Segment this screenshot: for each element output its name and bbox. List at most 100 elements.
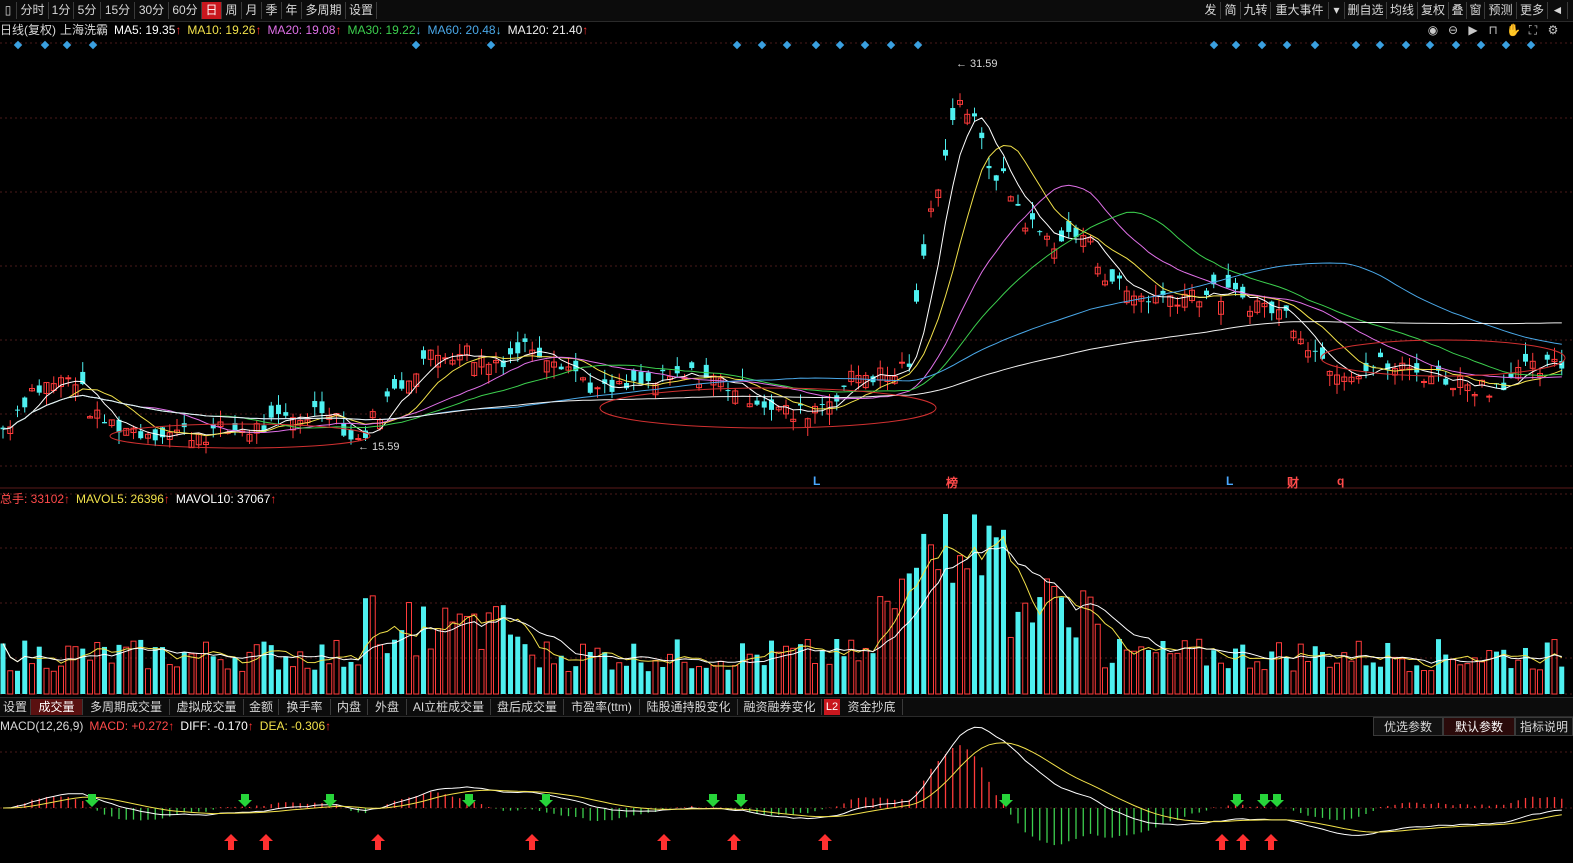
volume-bar-down: [348, 661, 354, 694]
macd-title: MACD(12,26,9): [0, 719, 84, 733]
indicator-help-button[interactable]: 指标说明: [1515, 717, 1573, 736]
high-price-label: 31.59: [970, 58, 998, 70]
tab-5min[interactable]: 5分: [74, 2, 101, 19]
zoom-out-icon[interactable]: ⊖: [1447, 23, 1459, 37]
tab-virtual-volume[interactable]: 虚拟成交量: [170, 699, 244, 715]
volume-bar-down: [1312, 646, 1318, 694]
tab-fenshi-icon[interactable]: ▯: [0, 2, 17, 19]
volume-bar-up: [862, 647, 869, 695]
candle-down: [261, 425, 267, 433]
candle-up: [108, 419, 115, 427]
candle-down: [500, 360, 506, 368]
event-marker-q[interactable]: q: [1337, 474, 1345, 488]
tab-ai-volume[interactable]: AI立桩成交量: [407, 699, 491, 715]
tab-60min[interactable]: 60分: [169, 2, 202, 19]
optimal-params-button[interactable]: 优选参数: [1373, 717, 1443, 736]
event-diamond-icon: [1451, 40, 1461, 50]
candle-up: [1196, 301, 1203, 308]
ma60-value: MA60: 20.48↓: [427, 23, 502, 37]
tab-indicator-settings[interactable]: 设置: [0, 699, 31, 715]
event-marker-cai[interactable]: 财: [1287, 476, 1300, 490]
volume-bar-up: [667, 653, 673, 695]
tab-after-hours-volume[interactable]: 盘后成交量: [491, 699, 564, 715]
tab-capital-bottom[interactable]: 资金抄底: [841, 699, 903, 715]
event-marker-bang[interactable]: 榜: [946, 476, 959, 490]
btn-ma[interactable]: 均线: [1387, 2, 1418, 19]
collapse-icon[interactable]: ◄: [1548, 2, 1568, 19]
tab-multi-period[interactable]: 多周期: [302, 2, 346, 19]
tab-settings[interactable]: 设置: [346, 2, 377, 19]
volume-bar-down: [1269, 651, 1275, 694]
btn-adjust[interactable]: 复权: [1418, 2, 1449, 19]
volume-bar-down: [1378, 666, 1383, 694]
tab-amount[interactable]: 金额: [244, 699, 279, 715]
volume-bar-down: [1501, 649, 1507, 694]
candle-down: [660, 369, 666, 372]
btn-fa[interactable]: 发: [1201, 2, 1221, 19]
tab-inner-volume[interactable]: 内盘: [331, 699, 368, 715]
volume-bar-up: [775, 651, 782, 695]
tab-day[interactable]: 日: [202, 2, 222, 19]
btn-forecast[interactable]: 预测: [1485, 2, 1517, 19]
ma5-line: [2, 117, 1562, 438]
event-marker-l1[interactable]: L: [813, 474, 821, 488]
tab-fenshi[interactable]: 分时: [17, 2, 49, 19]
btn-more[interactable]: 更多: [1517, 2, 1548, 19]
btn-window[interactable]: 窗: [1467, 2, 1485, 19]
tab-15min[interactable]: 15分: [101, 2, 135, 19]
tab-month[interactable]: 月: [242, 2, 262, 19]
volume-bar-up: [1102, 667, 1108, 695]
candle-up: [464, 345, 470, 356]
tab-year[interactable]: 年: [282, 2, 302, 19]
tab-hk-connect[interactable]: 陆股通持股变化: [640, 699, 738, 715]
btn-major-events[interactable]: 重大事件: [1271, 2, 1329, 19]
volume-bar-down: [1443, 654, 1449, 694]
buy-signal-arrow-icon: [1264, 834, 1278, 850]
candle-up: [1254, 300, 1261, 313]
tab-30min[interactable]: 30分: [135, 2, 169, 19]
btn-remove-watchlist[interactable]: 删自选: [1345, 2, 1387, 19]
tab-pe-ttm[interactable]: 市盈率(ttm): [564, 699, 640, 715]
highlight-ellipse: [599, 387, 937, 429]
lock-icon[interactable]: ⊓: [1488, 23, 1498, 37]
candle-down: [921, 244, 927, 256]
ma-legend: 日线(复权) 上海洗霸 MA5: 19.35↑ MA10: 19.26↑ MA20: 1…: [0, 22, 594, 38]
volume-bar-down: [914, 567, 919, 694]
sell-signal-arrow-icon: [706, 794, 720, 807]
btn-jiuzhuan[interactable]: 九转: [1241, 2, 1271, 19]
candle-up: [1326, 370, 1333, 376]
candle-down: [232, 423, 238, 432]
dropdown-arrow-icon[interactable]: ▾: [1329, 2, 1345, 19]
expand-icon[interactable]: ⛶: [1528, 23, 1538, 37]
tab-quarter[interactable]: 季: [262, 2, 282, 19]
tab-multi-period-volume[interactable]: 多周期成交量: [83, 699, 170, 715]
event-diamond-icon: [732, 40, 742, 50]
tab-1min[interactable]: 1分: [49, 2, 74, 19]
l2-badge: L2: [824, 699, 840, 715]
settings-icon[interactable]: ⚙: [1547, 23, 1559, 37]
event-diamond-icon: [13, 40, 23, 50]
candle-down: [363, 430, 368, 439]
play-icon[interactable]: ▶: [1468, 23, 1478, 37]
volume-bar-up: [108, 662, 115, 695]
buy-signal-arrow-icon: [1215, 834, 1229, 850]
tab-volume[interactable]: 成交量: [31, 699, 83, 715]
btn-jian[interactable]: 简: [1221, 2, 1241, 19]
tab-outer-volume[interactable]: 外盘: [368, 699, 407, 715]
tab-margin[interactable]: 融资融券变化: [738, 699, 822, 715]
eye-icon[interactable]: ◉: [1427, 23, 1439, 37]
candle-up: [43, 382, 50, 394]
volume-bar-up: [253, 644, 260, 695]
hand-icon[interactable]: ✋: [1506, 23, 1521, 37]
candle-up: [812, 405, 818, 414]
event-diamond-icon: [913, 40, 923, 50]
tab-week[interactable]: 周: [222, 2, 242, 19]
sell-signal-arrow-icon: [539, 794, 553, 807]
volume-bar-up: [1167, 653, 1174, 695]
volume-bar-down: [624, 665, 629, 694]
btn-overlay[interactable]: 叠: [1449, 2, 1467, 19]
event-marker-l2[interactable]: L: [1226, 474, 1234, 488]
ma5-value: MA5: 19.35↑: [114, 23, 182, 37]
default-params-button[interactable]: 默认参数: [1443, 717, 1515, 736]
tab-turnover[interactable]: 换手率: [279, 699, 331, 715]
